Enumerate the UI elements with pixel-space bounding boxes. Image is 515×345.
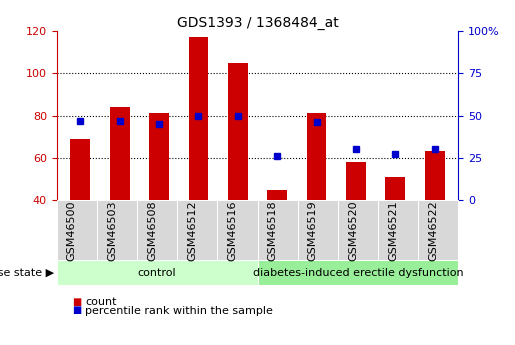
Bar xyxy=(307,114,327,200)
Title: GDS1393 / 1368484_at: GDS1393 / 1368484_at xyxy=(177,16,338,30)
Bar xyxy=(228,63,248,200)
Text: diabetes-induced erectile dysfunction: diabetes-induced erectile dysfunction xyxy=(253,268,463,277)
Text: control: control xyxy=(138,268,176,277)
Text: GSM46503: GSM46503 xyxy=(107,200,117,260)
Text: ■: ■ xyxy=(72,306,81,315)
Bar xyxy=(425,151,444,200)
Text: GSM46519: GSM46519 xyxy=(308,200,318,260)
Text: percentile rank within the sample: percentile rank within the sample xyxy=(85,306,273,315)
Bar xyxy=(386,177,405,200)
Bar xyxy=(71,139,90,200)
Text: GSM46522: GSM46522 xyxy=(428,200,438,261)
Bar xyxy=(346,162,366,200)
Text: GSM46521: GSM46521 xyxy=(388,200,398,260)
Text: GSM46520: GSM46520 xyxy=(348,200,358,260)
Bar xyxy=(188,37,208,200)
Bar xyxy=(110,107,129,200)
Text: GSM46500: GSM46500 xyxy=(67,200,77,260)
Text: GSM46518: GSM46518 xyxy=(268,200,278,260)
Text: GSM46512: GSM46512 xyxy=(187,200,197,260)
Bar xyxy=(267,189,287,200)
Text: ■: ■ xyxy=(72,297,81,307)
Text: GSM46516: GSM46516 xyxy=(228,200,237,260)
Text: disease state ▶: disease state ▶ xyxy=(0,268,54,277)
Text: GSM46508: GSM46508 xyxy=(147,200,157,260)
Text: count: count xyxy=(85,297,116,307)
Bar xyxy=(149,114,169,200)
